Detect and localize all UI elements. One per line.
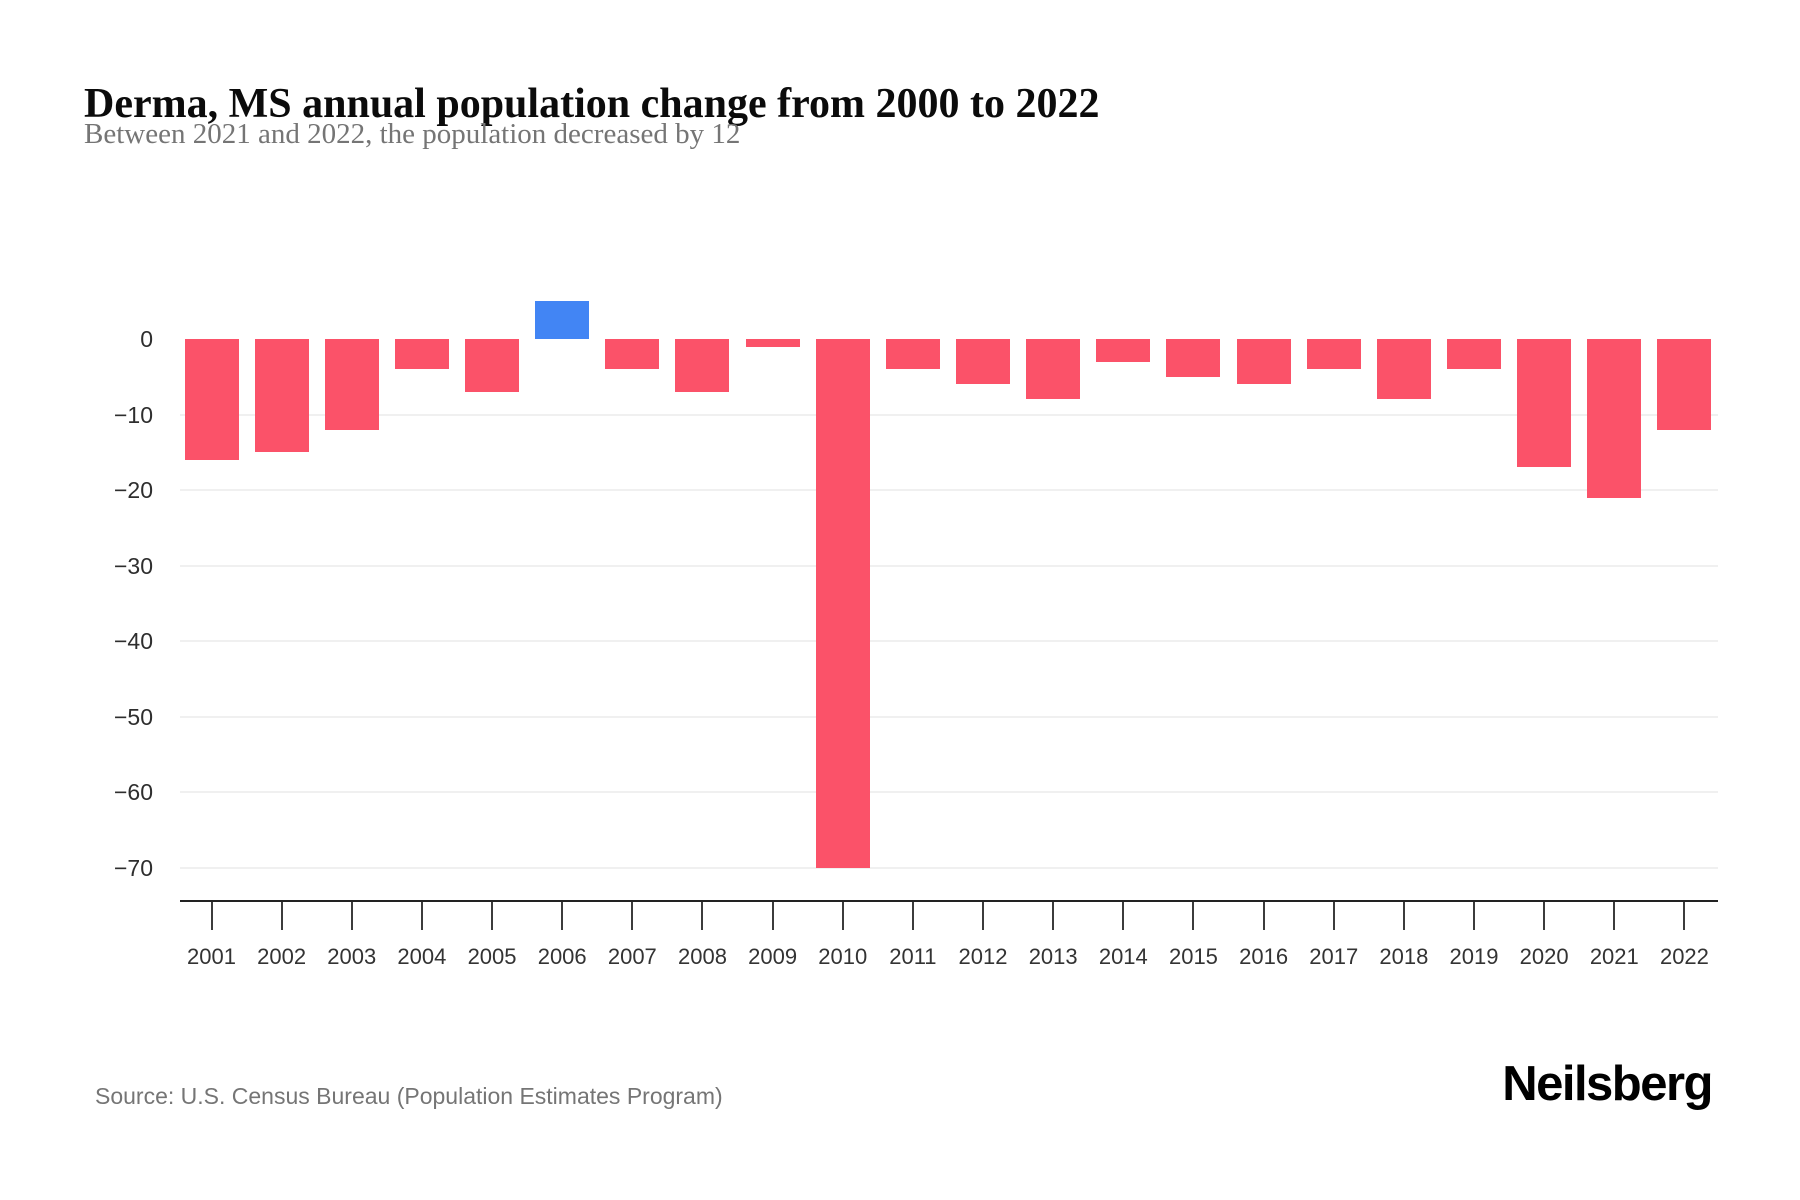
x-tick-2022 <box>1683 902 1686 930</box>
x-tick-2009 <box>771 902 774 930</box>
x-axis-label-2001: 2001 <box>187 944 236 969</box>
x-axis-label-2019: 2019 <box>1449 944 1499 969</box>
x-axis-label-2003: 2003 <box>327 944 377 969</box>
x-tick-2018 <box>1402 902 1405 930</box>
x-tick-2016 <box>1262 902 1265 930</box>
x-axis-label-2005: 2005 <box>467 944 517 969</box>
gridline--70 <box>180 866 1718 869</box>
bar-2005[interactable] <box>465 339 520 392</box>
bar-2015[interactable] <box>1166 339 1221 377</box>
x-axis-label-2020: 2020 <box>1519 944 1569 969</box>
chart-subtitle: Between 2021 and 2022, the population de… <box>84 118 741 150</box>
x-tick-2017 <box>1332 902 1335 930</box>
bar-2003[interactable] <box>324 339 379 430</box>
x-tick-2011 <box>911 902 914 930</box>
bar-2009[interactable] <box>745 339 800 347</box>
x-tick-2006 <box>561 902 564 930</box>
bar-2022[interactable] <box>1657 339 1712 430</box>
y-axis-label--10: −10 <box>113 401 153 428</box>
x-tick-2013 <box>1052 902 1055 930</box>
x-tick-2015 <box>1192 902 1195 930</box>
gridline--40 <box>180 640 1718 643</box>
bar-2008[interactable] <box>675 339 730 392</box>
y-axis-label--50: −50 <box>113 703 153 730</box>
x-tick-2005 <box>491 902 494 930</box>
bar-2020[interactable] <box>1517 339 1572 468</box>
x-axis-label-2022: 2022 <box>1659 944 1709 969</box>
bar-2019[interactable] <box>1447 339 1502 370</box>
bar-2016[interactable] <box>1236 339 1291 385</box>
x-tick-2008 <box>701 902 704 930</box>
x-tick-2012 <box>982 902 985 930</box>
x-tick-2021 <box>1613 902 1616 930</box>
x-axis-label-2021: 2021 <box>1589 944 1639 969</box>
x-tick-2002 <box>280 902 283 930</box>
x-axis-label-2009: 2009 <box>748 944 798 969</box>
gridline--30 <box>180 564 1718 567</box>
x-axis-label-2004: 2004 <box>397 944 447 969</box>
bar-2013[interactable] <box>1026 339 1081 400</box>
bar-2012[interactable] <box>956 339 1011 385</box>
bar-2001[interactable] <box>184 339 239 460</box>
x-axis-label-2014: 2014 <box>1098 944 1148 969</box>
bar-2002[interactable] <box>254 339 309 453</box>
x-axis-line <box>180 900 1718 902</box>
x-tick-2001 <box>210 902 213 930</box>
x-axis-label-2006: 2006 <box>537 944 587 969</box>
x-axis-label-2002: 2002 <box>257 944 307 969</box>
x-tick-2020 <box>1543 902 1546 930</box>
chart-plot-area: 0 −10 −20 −30 −40 −50 −60 −70 2001 2002 2003 2004 20… <box>113 301 1718 969</box>
x-axis-label-2018: 2018 <box>1379 944 1429 969</box>
x-tick-2010 <box>841 902 844 930</box>
bar-2021[interactable] <box>1587 339 1642 498</box>
bar-2007[interactable] <box>605 339 660 370</box>
x-axis-label-2016: 2016 <box>1239 944 1289 969</box>
x-axis-label-2008: 2008 <box>677 944 727 969</box>
x-axis-label-2010: 2010 <box>818 944 868 969</box>
y-axis-label--20: −20 <box>113 477 153 504</box>
bar-2017[interactable] <box>1306 339 1361 370</box>
x-tick-2004 <box>420 902 423 930</box>
neilsberg-logo: Neilsberg <box>1502 1057 1713 1111</box>
y-axis-label-0: 0 <box>140 326 153 352</box>
x-tick-2003 <box>350 902 353 930</box>
bar-2010[interactable] <box>815 339 870 868</box>
gridline--10 <box>180 413 1718 416</box>
x-axis-label-2017: 2017 <box>1309 944 1359 969</box>
gridline--60 <box>180 791 1718 794</box>
y-axis-label--70: −70 <box>113 854 153 881</box>
bar-2014[interactable] <box>1096 339 1151 362</box>
x-tick-2007 <box>631 902 634 930</box>
gridline--50 <box>180 715 1718 718</box>
x-axis-label-2013: 2013 <box>1028 944 1078 969</box>
y-axis-label--30: −30 <box>113 552 153 579</box>
x-axis-label-2007: 2007 <box>607 944 657 969</box>
x-tick-2019 <box>1473 902 1476 930</box>
x-tick-2014 <box>1122 902 1125 930</box>
gridline--20 <box>180 489 1718 492</box>
chart-title: Derma, MS annual population change from … <box>84 81 1100 128</box>
bar-2011[interactable] <box>885 339 940 370</box>
source-note: Source: U.S. Census Bureau (Population E… <box>95 1083 723 1109</box>
x-axis-label-2015: 2015 <box>1168 944 1218 969</box>
bar-2018[interactable] <box>1376 339 1431 400</box>
y-axis-label--40: −40 <box>113 628 153 655</box>
y-axis-label--60: −60 <box>113 779 153 806</box>
bar-2006[interactable] <box>535 301 590 339</box>
x-axis-label-2012: 2012 <box>958 944 1008 969</box>
x-axis-label-2011: 2011 <box>889 944 937 969</box>
bar-2004[interactable] <box>394 339 449 370</box>
